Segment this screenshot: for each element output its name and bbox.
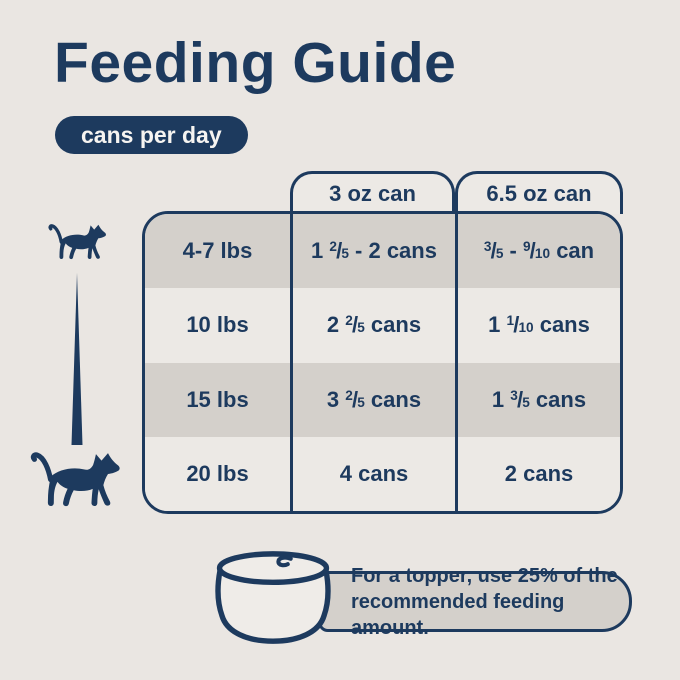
fraction: 2/5: [345, 386, 365, 412]
table-row: 15 lbs 3 2/5 cans 1 3/5 cans: [145, 362, 620, 437]
amount-cell: 2 2/5 cans: [290, 288, 455, 363]
column-header-label: 6.5 oz can: [486, 181, 592, 206]
fraction: 3/5: [510, 386, 530, 412]
note-line-2: recommended feeding amount.: [351, 590, 565, 639]
fraction: 3/5: [483, 238, 504, 264]
amount-cell: 3/5 - 9/10 can: [455, 214, 620, 289]
fraction: 1/10: [506, 312, 534, 338]
amount-cell: 1 2/5 - 2 cans: [290, 214, 455, 289]
column-header-label: 3 oz can: [329, 181, 416, 206]
fraction: 2/5: [345, 312, 365, 338]
fraction: 9/10: [522, 238, 551, 264]
cans-per-day-badge: cans per day: [55, 116, 248, 154]
amount-cell: 3 2/5 cans: [290, 362, 455, 437]
amount-cell: 4 cans: [290, 436, 455, 511]
amount-cell: 1 3/5 cans: [455, 362, 620, 437]
feeding-table: 4-7 lbs 1 2/5 - 2 cans 3/5 - 9/10 can 10 lb…: [142, 211, 623, 514]
large-cat-icon: [30, 452, 120, 507]
table-row: 20 lbs 4 cans 2 cans: [145, 436, 620, 511]
size-increase-spike-icon: [71, 273, 83, 445]
weight-cell: 20 lbs: [186, 460, 249, 486]
table-row: 4-7 lbs 1 2/5 - 2 cans 3/5 - 9/10 can: [145, 214, 620, 289]
small-cat-icon: [48, 224, 106, 260]
amount-cell: 2 cans: [455, 436, 620, 511]
weight-cell: 15 lbs: [186, 386, 249, 412]
weight-cell: 4-7 lbs: [182, 238, 253, 264]
column-header-6-5oz-can: 6.5 oz can: [455, 171, 623, 214]
page-title: Feeding Guide: [54, 31, 457, 95]
amount-cell: 1 1/10 cans: [455, 288, 620, 363]
food-can-icon: [215, 551, 331, 644]
fraction: 2/5: [329, 238, 349, 264]
column-header-3oz-can: 3 oz can: [290, 171, 455, 214]
topper-note: For a topper, use 25% of the recommended…: [318, 565, 632, 639]
weight-cell: 10 lbs: [186, 312, 249, 338]
table-row: 10 lbs 2 2/5 cans 1 1/10 cans: [145, 288, 620, 363]
note-line-1: For a topper, use 25% of the: [351, 564, 618, 587]
